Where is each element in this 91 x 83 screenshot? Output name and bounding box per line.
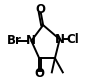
Text: N: N [26, 34, 36, 47]
Text: N: N [55, 33, 65, 46]
Text: O: O [34, 67, 44, 80]
Text: Br: Br [7, 34, 21, 47]
Text: O: O [36, 3, 46, 16]
Text: Cl: Cl [66, 33, 79, 46]
